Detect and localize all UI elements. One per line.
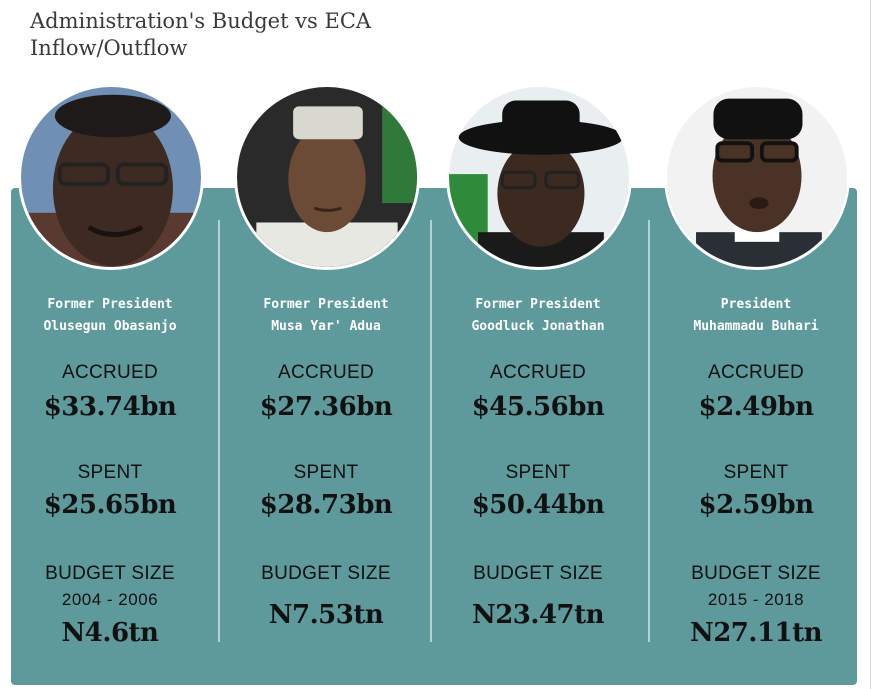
president-role: Former President xyxy=(263,297,389,312)
accrued-label: ACCRUED xyxy=(489,362,587,383)
president-name: Olusegun Obasanjo xyxy=(43,319,177,334)
president-role: Former President xyxy=(47,297,173,312)
spent-value: $50.44bn xyxy=(471,490,605,520)
accrued-label: ACCRUED xyxy=(277,362,375,383)
accrued-label: ACCRUED xyxy=(61,362,159,383)
portrait-buhari xyxy=(664,84,850,270)
page-edge xyxy=(870,0,871,689)
budget-value: N27.11tn xyxy=(689,618,823,648)
budget-years: 2015 - 2018 xyxy=(707,590,805,609)
budget-size-label: BUDGET SIZE xyxy=(261,563,391,584)
spent-label: SPENT xyxy=(77,462,143,483)
budget-value: N4.6tn xyxy=(61,618,159,648)
president-name-block: Former President Olusegun Obasanjo xyxy=(4,294,216,338)
portrait-obasanjo-icon xyxy=(21,87,201,267)
accrued-value: $33.74bn xyxy=(43,392,177,422)
accrued-value: $2.49bn xyxy=(698,392,815,422)
president-role: Former President xyxy=(475,297,601,312)
portrait-jonathan xyxy=(446,84,632,270)
spent-label: SPENT xyxy=(293,462,359,483)
spent-label: SPENT xyxy=(723,462,789,483)
president-card-jonathan: Former President Goodluck Jonathan ACCRU… xyxy=(432,0,644,689)
accrued-label: ACCRUED xyxy=(707,362,805,383)
column-divider xyxy=(648,220,650,642)
portrait-buhari-icon xyxy=(667,87,847,267)
spent-label: SPENT xyxy=(505,462,571,483)
president-card-buhari: President Muhammadu Buhari ACCRUED $2.49… xyxy=(650,0,862,689)
title-line-2: Inflow/Outflow xyxy=(30,36,188,60)
president-card-obasanjo: Former President Olusegun Obasanjo ACCRU… xyxy=(4,0,216,689)
portrait-yaradua xyxy=(234,84,420,270)
president-name: Muhammadu Buhari xyxy=(693,319,819,334)
spent-value: $25.65bn xyxy=(43,490,177,520)
portrait-jonathan-icon xyxy=(449,87,629,267)
stats-panel xyxy=(11,188,857,685)
president-name: Musa Yar' Adua xyxy=(271,319,381,334)
spent-value: $2.59bn xyxy=(698,490,815,520)
spent-value: $28.73bn xyxy=(259,490,393,520)
budget-size-label: BUDGET SIZE xyxy=(473,563,603,584)
president-name-block: Former President Musa Yar' Adua xyxy=(220,294,432,338)
portrait-obasanjo xyxy=(18,84,204,270)
infographic-title: Administration's Budget vs ECA Inflow/Ou… xyxy=(30,8,371,62)
president-name-block: Former President Goodluck Jonathan xyxy=(432,294,644,338)
budget-size-label: BUDGET SIZE xyxy=(45,563,175,584)
column-divider xyxy=(218,220,220,642)
accrued-value: $45.56bn xyxy=(471,392,605,422)
president-role: President xyxy=(720,297,792,312)
column-divider xyxy=(430,220,432,642)
president-card-yaradua: Former President Musa Yar' Adua ACCRUED … xyxy=(220,0,432,689)
budget-value: N7.53tn xyxy=(268,600,384,630)
accrued-value: $27.36bn xyxy=(259,392,393,422)
budget-years: 2004 - 2006 xyxy=(61,590,159,609)
president-name: Goodluck Jonathan xyxy=(471,319,605,334)
president-name-block: President Muhammadu Buhari xyxy=(650,294,862,338)
portrait-yaradua-icon xyxy=(237,87,417,267)
title-line-1: Administration's Budget vs ECA xyxy=(30,9,372,33)
budget-size-label: BUDGET SIZE xyxy=(691,563,821,584)
budget-value: N23.47tn xyxy=(471,600,605,630)
